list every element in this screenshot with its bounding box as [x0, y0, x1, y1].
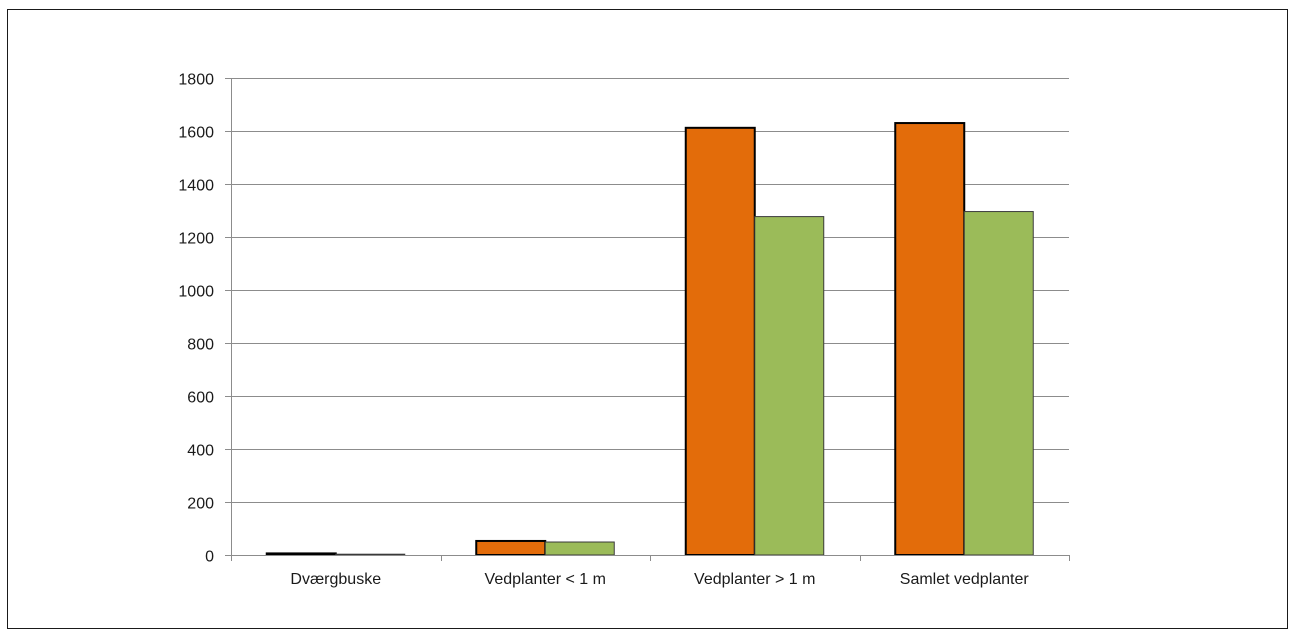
x-category-label: Dværgbuske	[290, 571, 381, 588]
bar-series-1-4	[894, 122, 966, 557]
bar-series-2-4	[963, 211, 1034, 556]
y-axis-ticks: 0 200 400 600 800 1000 1200 1400 1600 1800	[178, 72, 214, 566]
x-axis-labels: Dværgbuske Vedplanter < 1 m Vedplanter > 1…	[290, 571, 1029, 588]
x-category-label: Vedplanter > 1 m	[694, 571, 815, 588]
y-tick-label: 200	[187, 496, 214, 513]
y-tick-label: 1000	[178, 284, 214, 301]
bar-series-2-3	[754, 216, 825, 556]
bar-series-1-2	[475, 539, 547, 557]
y-tick-label: 1200	[178, 231, 214, 248]
y-tick-label: 1600	[178, 125, 214, 142]
y-tick-label: 800	[187, 337, 214, 354]
y-tick-label: 0	[205, 549, 214, 566]
bar-series-1-1	[265, 552, 337, 556]
y-tick-label: 400	[187, 443, 214, 460]
y-tick-label: 600	[187, 390, 214, 407]
bar-series-2-2	[544, 541, 615, 556]
axes	[225, 78, 1070, 561]
x-category-label: Samlet vedplanter	[900, 571, 1030, 588]
y-tick-label: 1800	[178, 72, 214, 89]
chart-frame	[7, 9, 1288, 629]
bar-series-1-3	[684, 126, 756, 556]
bar-series-2-1	[335, 553, 406, 556]
x-category-label: Vedplanter < 1 m	[485, 571, 606, 588]
bars	[265, 122, 1034, 557]
y-tick-label: 1400	[178, 178, 214, 195]
